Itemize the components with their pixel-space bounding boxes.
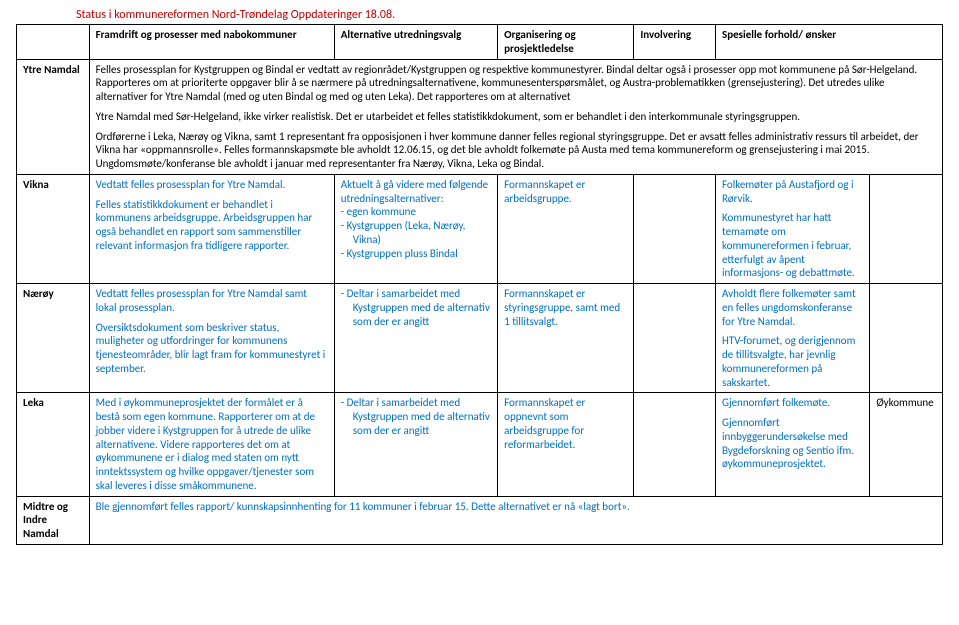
list-item: egen kommune [353,205,491,219]
vikna-c1: Vedtatt felles prosessplan for Ytre Namd… [89,174,334,283]
leka-c5-p2: Gjennomført innbyggerundersøkelse med By… [722,416,863,471]
row-ytre-namdal: Ytre Namdal Felles prosessplan for Kystg… [17,59,943,174]
row-label-leka: Leka [17,393,90,496]
header-row: Framdrift og prosesser med nabokommuner … [17,25,943,60]
header-label [17,25,90,60]
leka-c2: Deltar i samarbeidet med Kystgruppen med… [334,393,497,496]
header-col3: Organisering og prosjektledelse [498,25,634,60]
vikna-c5-p2: Kommunestyret har hatt temamøte om kommu… [722,211,863,280]
header-col2: Alternative utredningsvalg [334,25,497,60]
header-col5: Spesielle forhold/ ønsker [716,25,943,60]
midtre-full-cell: Ble gjennomført felles rapport/ kunnskap… [89,496,942,544]
naeroy-c3: Formannskapet er styringsgruppe, samt me… [498,284,634,393]
row-label-naeroy: Nærøy [17,284,90,393]
naeroy-c6 [870,284,943,393]
ytre-full-cell: Felles prosessplan for Kystgruppen og Bi… [89,59,942,174]
naeroy-c1-p2: Oversiktsdokument som beskriver status, … [96,321,328,376]
row-leka: Leka Med i øykommuneprosjektet der formå… [17,393,943,496]
vikna-c5-p1: Folkemøter på Austafjord og i Rørvik. [722,178,863,206]
ytre-p2: Ytre Namdal med Sør-Helgeland, ikke virk… [96,110,936,124]
row-midtre: Midtre og Indre Namdal Ble gjennomført f… [17,496,943,544]
leka-c6: Øykommune [870,393,943,496]
leka-c4 [634,393,716,496]
list-item: Deltar i samarbeidet med Kystgruppen med… [353,287,491,328]
row-label-vikna: Vikna [17,174,90,283]
naeroy-c5-p1: Avholdt flere folkemøter samt en felles … [722,287,863,328]
status-table: Framdrift og prosesser med nabokommuner … [16,24,943,545]
header-col4: Involvering [634,25,716,60]
row-label-ytre: Ytre Namdal [17,59,90,174]
row-vikna: Vikna Vedtatt felles prosessplan for Ytr… [17,174,943,283]
list-item: Kystgruppen (Leka, Nærøy, Vikna) [353,219,491,247]
leka-c3: Formannskapet er oppnevnt som arbeidsgru… [498,393,634,496]
row-label-midtre: Midtre og Indre Namdal [17,496,90,544]
vikna-c2: Aktuelt å gå videre med følgende utredni… [334,174,497,283]
list-item: Kystgruppen pluss Bindal [353,247,491,261]
list-item: Deltar i samarbeidet med Kystgruppen med… [353,396,491,437]
vikna-c4 [634,174,716,283]
ytre-p3: Ordførerne i Leka, Nærøy og Vikna, samt … [96,130,936,171]
vikna-c6 [870,174,943,283]
vikna-c2-intro: Aktuelt å gå videre med følgende utredni… [341,178,491,206]
vikna-c1-p2: Felles statistikkdokument er behandlet i… [96,198,328,253]
naeroy-c1: Vedtatt felles prosessplan for Ytre Namd… [89,284,334,393]
naeroy-c4 [634,284,716,393]
page-title: Status i kommunereformen Nord-Trøndelag … [16,8,943,22]
leka-c1: Med i øykommuneprosjektet der formålet e… [89,393,334,496]
leka-c2-list: Deltar i samarbeidet med Kystgruppen med… [341,396,491,437]
naeroy-c5-p2: HTV-forumet, og derigjennom de tillitsva… [722,334,863,389]
leka-c5: Gjennomført folkemøte. Gjennomført innby… [716,393,870,496]
row-naeroy: Nærøy Vedtatt felles prosessplan for Ytr… [17,284,943,393]
naeroy-c5: Avholdt flere folkemøter samt en felles … [716,284,870,393]
naeroy-c2: Deltar i samarbeidet med Kystgruppen med… [334,284,497,393]
vikna-c1-p1: Vedtatt felles prosessplan for Ytre Namd… [96,178,328,192]
ytre-p1: Felles prosessplan for Kystgruppen og Bi… [96,63,936,104]
header-col1: Framdrift og prosesser med nabokommuner [89,25,334,60]
naeroy-c2-list: Deltar i samarbeidet med Kystgruppen med… [341,287,491,328]
vikna-c3: Formannskapet er arbeidsgruppe. [498,174,634,283]
leka-c5-p1: Gjennomført folkemøte. [722,396,863,410]
vikna-c5: Folkemøter på Austafjord og i Rørvik. Ko… [716,174,870,283]
vikna-c2-list: egen kommune Kystgruppen (Leka, Nærøy, V… [341,205,491,260]
naeroy-c1-p1: Vedtatt felles prosessplan for Ytre Namd… [96,287,328,315]
